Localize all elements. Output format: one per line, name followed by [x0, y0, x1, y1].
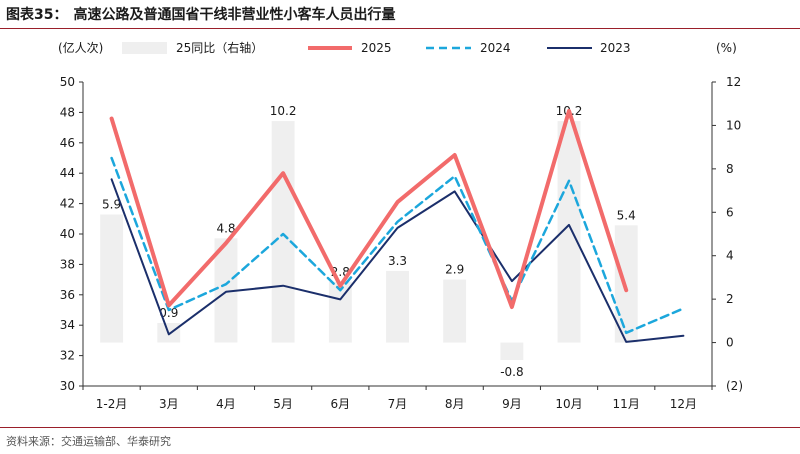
x-axis-tick-label: 7月 [388, 397, 408, 411]
left-axis-tick-label: 32 [60, 349, 75, 363]
right-axis-tick-label: 4 [726, 249, 734, 263]
yoy-bar [271, 121, 295, 343]
left-axis-tick-label: 38 [60, 257, 75, 271]
yoy-bar-label: 0.9 [159, 306, 178, 320]
yoy-bar-label: 10.2 [270, 104, 297, 118]
x-axis-tick-label: 8月 [445, 397, 465, 411]
x-axis-tick-label: 1-2月 [96, 397, 128, 411]
right-axis-tick-label: 6 [726, 205, 734, 219]
yoy-bar [100, 214, 124, 343]
chart-title: 图表35： 高速公路及普通国省干线非营业性小客车人员出行量 [6, 4, 395, 24]
series-line-2024 [110, 156, 685, 335]
yoy-bar-label: -0.8 [500, 365, 523, 379]
figure-number: 图表35： [6, 7, 68, 23]
left-axis-tick-label: 48 [60, 105, 75, 119]
yoy-bar-label: 4.8 [216, 221, 235, 235]
bottom-rule [0, 427, 800, 428]
yoy-bar [328, 281, 352, 343]
left-axis-tick-label: 30 [60, 379, 75, 393]
right-axis-tick-label: 8 [726, 162, 734, 176]
left-axis-tick-label: 34 [60, 318, 75, 332]
x-axis-tick-label: 10月 [555, 397, 582, 411]
right-axis-tick-label: 2 [726, 292, 734, 306]
yoy-bar [443, 279, 467, 343]
left-axis-unit: (亿人次) [58, 40, 103, 55]
source-note: 资料来源：交通运输部、华泰研究 [6, 435, 171, 448]
x-axis-tick-label: 4月 [216, 397, 236, 411]
legend-label-2024: 2024 [480, 41, 511, 55]
right-axis-tick-label: 12 [726, 75, 741, 89]
legend-label-yoy: 25同比（右轴） [176, 40, 263, 55]
right-axis-tick-label: (2) [726, 379, 743, 393]
x-axis-tick-label: 5月 [273, 397, 293, 411]
series-line-2025 [109, 108, 629, 309]
right-axis-unit: (%) [716, 41, 737, 55]
left-axis-tick-label: 40 [60, 227, 75, 241]
x-axis-tick-label: 3月 [159, 397, 179, 411]
right-axis-tick-label: 10 [726, 118, 741, 132]
yoy-bar [557, 121, 581, 343]
yoy-bar [214, 238, 238, 343]
figure-title: 高速公路及普通国省干线非营业性小客车人员出行量 [73, 7, 396, 23]
top-rule [0, 28, 800, 29]
yoy-bar-label: 2.9 [445, 263, 464, 277]
legend: (亿人次) (%) 25同比（右轴） 2025 2024 2023 [58, 40, 737, 55]
left-axis-tick-label: 42 [60, 197, 75, 211]
x-axis-tick-label: 12月 [670, 397, 697, 411]
series-lines [109, 108, 685, 343]
yoy-bar-label: 3.3 [388, 254, 407, 268]
left-axis-tick-label: 36 [60, 288, 75, 302]
legend-swatch-yoy [122, 42, 167, 54]
legend-label-2025: 2025 [361, 41, 392, 55]
right-axis-tick-label: 0 [726, 336, 734, 350]
left-axis-tick-label: 44 [60, 166, 75, 180]
series-line-2023 [110, 178, 685, 343]
yoy-bar [500, 342, 524, 360]
left-axis-tick-label: 46 [60, 136, 75, 150]
yoy-bar-label: 5.4 [617, 208, 636, 222]
x-axis-tick-label: 9月 [502, 397, 522, 411]
legend-label-2023: 2023 [600, 41, 631, 55]
yoy-bar-label: 5.9 [102, 198, 121, 212]
x-axis-tick-label: 6月 [330, 397, 350, 411]
chart: (亿人次) (%) 25同比（右轴） 2025 2024 2023 5.9 0.9… [58, 40, 743, 411]
yoy-bar [386, 270, 409, 343]
left-axis-tick-label: 50 [60, 75, 75, 89]
x-axis-tick-label: 11月 [613, 397, 640, 411]
